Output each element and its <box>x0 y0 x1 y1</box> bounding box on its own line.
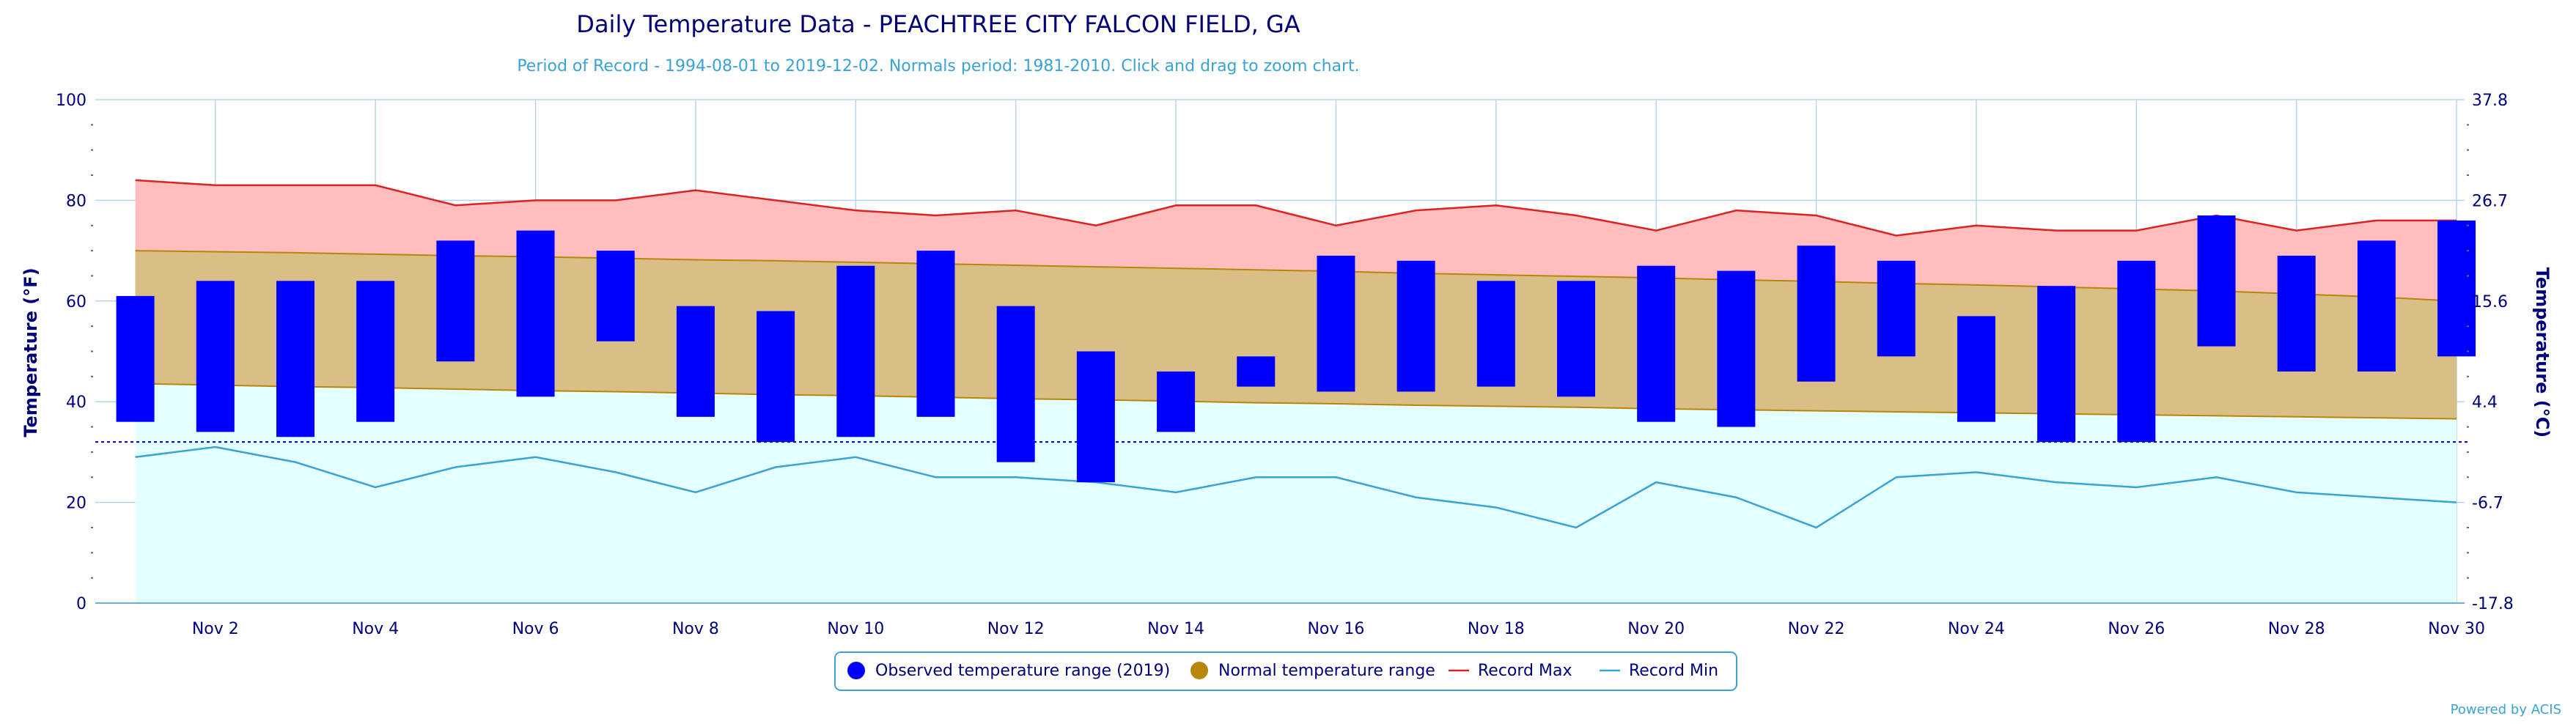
x-tick-label: Nov 30 <box>2428 620 2485 638</box>
credit-text[interactable]: Powered by ACIS <box>2451 702 2561 717</box>
record-max-line <box>135 179 2457 237</box>
observed-bar-nov-30 <box>2437 220 2476 357</box>
observed-bar-nov-24 <box>1957 316 1995 422</box>
legend-normal-swatch <box>1191 662 1208 679</box>
x-tick-label: Nov 6 <box>512 620 559 638</box>
x-tick-label: Nov 22 <box>1788 620 1845 638</box>
legend-record-min-label: Record Min <box>1629 662 1718 680</box>
observed-bar-nov-14 <box>1157 371 1196 432</box>
observed-bar-nov-17 <box>1396 260 1435 392</box>
observed-bar-nov-3 <box>276 281 314 437</box>
observed-bar-nov-28 <box>2277 255 2316 372</box>
chart-subtitle: Period of Record - 1994-08-01 to 2019-12… <box>517 57 1359 75</box>
record-min-band <box>135 383 2457 603</box>
y-tick-label-right: 37.8 <box>2472 92 2508 110</box>
x-tick-label: Nov 20 <box>1627 620 1685 638</box>
y-tick-label-left: 60 <box>66 293 87 311</box>
legend-record-min: Record Min <box>1600 662 1718 680</box>
observed-bar-nov-9 <box>757 311 795 443</box>
legend-record-max-label: Record Max <box>1478 662 1572 680</box>
y-tick-label-left: 40 <box>66 394 87 412</box>
y-axis-title-left: Temperature (°F) <box>21 267 41 437</box>
y-axis-title-right: Temperature (°C) <box>2532 267 2553 438</box>
x-tick-label: Nov 12 <box>987 620 1045 638</box>
legend-observed-label: Observed temperature range (2019) <box>875 662 1170 680</box>
observed-bar-nov-22 <box>1797 245 1836 382</box>
x-tick-label: Nov 28 <box>2268 620 2325 638</box>
observed-bar-nov-19 <box>1557 281 1595 397</box>
y-tick-label-right: 4.4 <box>2472 394 2498 412</box>
observed-bar-nov-8 <box>676 306 715 417</box>
y-tick-label-left: 20 <box>66 495 87 513</box>
chart-legend: Observed temperature range (2019) Normal … <box>834 651 1737 691</box>
chart-title: Daily Temperature Data - PEACHTREE CITY … <box>576 10 1300 38</box>
x-tick-label: Nov 2 <box>192 620 239 638</box>
observed-bar-nov-5 <box>436 240 475 362</box>
y-tick-label-left: 100 <box>56 92 87 110</box>
observed-bar-nov-1 <box>116 295 155 422</box>
x-tick-label: Nov 10 <box>827 620 884 638</box>
observed-bar-nov-20 <box>1637 265 1676 422</box>
record-max-band <box>135 180 2457 301</box>
observed-bar-nov-4 <box>356 281 395 422</box>
legend-record-max: Record Max <box>1449 662 1572 680</box>
y-tick-label-right: -6.7 <box>2472 495 2503 513</box>
x-tick-label: Nov 18 <box>1468 620 1525 638</box>
observed-bar-nov-6 <box>516 230 555 397</box>
normal-range-band <box>135 251 2457 419</box>
x-tick-label: Nov 26 <box>2108 620 2165 638</box>
observed-bar-nov-10 <box>836 265 875 437</box>
legend-box <box>834 651 1737 691</box>
x-tick-label: Nov 24 <box>1948 620 2005 638</box>
observed-bar-nov-16 <box>1317 255 1355 392</box>
observed-bar-nov-2 <box>196 281 235 432</box>
y-tick-label-left: 0 <box>76 595 87 613</box>
y-tick-label-right: -17.8 <box>2472 595 2514 613</box>
observed-bar-nov-25 <box>2037 286 2076 443</box>
x-tick-label: Nov 16 <box>1307 620 1364 638</box>
observed-bar-nov-21 <box>1717 270 1756 427</box>
observed-bar-nov-23 <box>1877 260 1916 357</box>
y-tick-label-right: 15.6 <box>2472 293 2508 311</box>
legend-observed-swatch <box>847 662 865 679</box>
plot-area[interactable]: 0 -17.8 20 -6.7 40 4.4 60 15.6 80 26.7 100 37.8 Nov … <box>56 92 2514 638</box>
observed-bar-nov-13 <box>1076 351 1115 483</box>
y-tick-label-right: 26.7 <box>2472 192 2508 210</box>
observed-bar-nov-15 <box>1237 356 1276 387</box>
observed-bar-nov-11 <box>916 251 955 417</box>
x-tick-label: Nov 14 <box>1147 620 1204 638</box>
x-tick-label: Nov 4 <box>352 620 399 638</box>
observed-bar-nov-26 <box>2117 260 2156 443</box>
observed-bar-nov-18 <box>1476 281 1515 387</box>
x-tick-label: Nov 8 <box>672 620 719 638</box>
record-min-line <box>135 446 2457 529</box>
observed-bar-nov-27 <box>2197 215 2236 347</box>
observed-bar-nov-7 <box>596 251 635 341</box>
legend-observed: Observed temperature range (2019) <box>847 662 1170 680</box>
legend-normal: Normal temperature range <box>1191 662 1435 680</box>
observed-bar-nov-29 <box>2357 240 2396 372</box>
observed-bar-nov-12 <box>996 306 1035 462</box>
y-tick-label-left: 80 <box>66 192 87 210</box>
legend-normal-label: Normal temperature range <box>1218 662 1435 680</box>
